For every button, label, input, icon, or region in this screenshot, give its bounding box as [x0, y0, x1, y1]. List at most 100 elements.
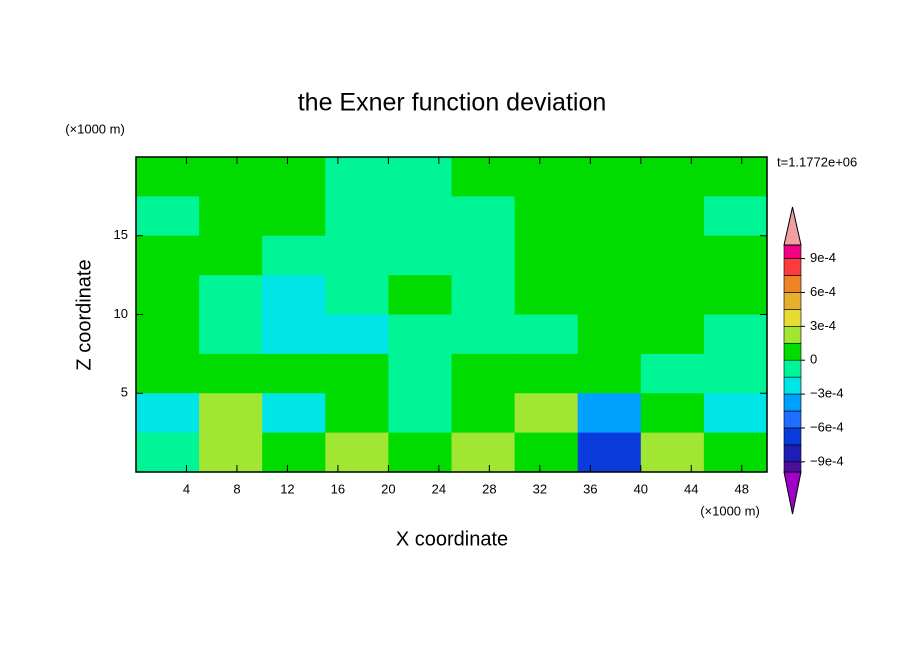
contour-cell: [325, 314, 389, 355]
contour-cell: [640, 432, 705, 473]
contour-cell: [388, 157, 452, 197]
x-tick-label: 16: [331, 481, 345, 496]
y-tick-label: 10: [114, 306, 128, 321]
contour-cell: [262, 393, 326, 434]
contour-cell: [640, 275, 705, 315]
contour-cell: [262, 275, 326, 315]
contour-cell: [577, 235, 642, 276]
colorbar-segment: [783, 410, 802, 429]
x-tick-label: 36: [583, 481, 597, 496]
contour-cell: [136, 196, 200, 237]
contour-cell: [388, 393, 452, 434]
contour-cell: [514, 196, 579, 237]
contour-cell: [640, 157, 705, 197]
contour-cell: [388, 196, 452, 237]
contour-cell: [388, 275, 452, 315]
y-axis-label: Z coordinate: [73, 259, 95, 370]
chart-title: the Exner function deviation: [298, 89, 607, 117]
contour-cell: [577, 314, 642, 355]
contour-cell: [577, 393, 642, 434]
contour-cell: [325, 196, 389, 237]
x-tick-label: 40: [634, 481, 648, 496]
contour-cell: [136, 314, 200, 355]
contour-cell: [703, 353, 768, 394]
contour-cell: [325, 353, 389, 394]
contour-cell: [262, 157, 326, 197]
x-tick-label: 4: [183, 481, 190, 496]
contour-cell: [703, 196, 768, 237]
colorbar-tick-label: 3e-4: [810, 318, 836, 333]
contour-cell: [703, 432, 768, 473]
contour-cell: [199, 235, 263, 276]
colorbar-tick-label: −3e-4: [810, 386, 844, 401]
contour-cell: [514, 235, 579, 276]
contour-cell: [325, 432, 389, 473]
x-tick-label: 24: [432, 481, 446, 496]
contour-cell: [199, 157, 263, 197]
contour-cell: [136, 353, 200, 394]
contour-cell: [640, 393, 705, 434]
colorbar-tick-label: 9e-4: [810, 250, 836, 265]
contour-cell: [640, 314, 705, 355]
contour-cell: [451, 235, 516, 276]
contour-cell: [388, 353, 452, 394]
contour-cell: [262, 432, 326, 473]
colorbar-tick-label: 0: [810, 352, 817, 367]
colorbar-segment: [783, 309, 802, 327]
y-tick-label: 5: [121, 385, 128, 400]
x-tick-label: 12: [280, 481, 294, 496]
colorbar-segment: [783, 427, 802, 446]
contour-cell: [325, 275, 389, 315]
contour-cell: [136, 157, 200, 197]
x-tick-label: 44: [684, 481, 698, 496]
contour-cell: [262, 235, 326, 276]
contour-cell: [262, 353, 326, 394]
colorbar-tick-label: 6e-4: [810, 284, 836, 299]
contour-cell: [451, 196, 516, 237]
contour-cell: [451, 157, 516, 197]
colorbar-segment: [783, 292, 802, 310]
contour-cell: [325, 157, 389, 197]
contour-cell: [577, 157, 642, 197]
contour-cell: [388, 235, 452, 276]
contour-cell: [199, 196, 263, 237]
contour-cell: [514, 393, 579, 434]
contour-cell: [262, 314, 326, 355]
contour-cell: [703, 235, 768, 276]
contour-cell: [703, 393, 768, 434]
contour-cell: [451, 353, 516, 394]
contour-cell: [703, 157, 768, 197]
contour-cell: [577, 275, 642, 315]
colorbar-segment: [783, 244, 802, 259]
colorbar-segment: [783, 461, 802, 473]
contour-cell: [577, 432, 642, 473]
contour-cell: [514, 353, 579, 394]
contour-cell: [199, 432, 263, 473]
colorbar-tick-label: −6e-4: [810, 419, 844, 434]
y-tick-label: 15: [114, 227, 128, 242]
contour-cell: [136, 432, 200, 473]
contour-cell: [388, 314, 452, 355]
contour-cell: [136, 393, 200, 434]
contour-cell: [136, 235, 200, 276]
contour-cell: [262, 196, 326, 237]
colorbar-segment: [783, 275, 802, 293]
x-tick-label: 20: [381, 481, 395, 496]
colorbar-tick-label: −9e-4: [810, 453, 844, 468]
contour-cell: [703, 314, 768, 355]
contour-cell: [577, 196, 642, 237]
x-tick-label: 8: [233, 481, 240, 496]
contour-cell: [640, 353, 705, 394]
colorbar-segment: [783, 444, 802, 463]
contour-cell: [199, 275, 263, 315]
colorbar-segment: [783, 359, 802, 378]
contour-cell: [199, 393, 263, 434]
x-axis-label: X coordinate: [396, 528, 508, 550]
contour-cell: [640, 235, 705, 276]
contour-cell: [325, 393, 389, 434]
x-unit: (×1000 m): [700, 503, 760, 518]
contour-cell: [451, 432, 516, 473]
contour-cell: [325, 235, 389, 276]
contour-cell: [451, 314, 516, 355]
